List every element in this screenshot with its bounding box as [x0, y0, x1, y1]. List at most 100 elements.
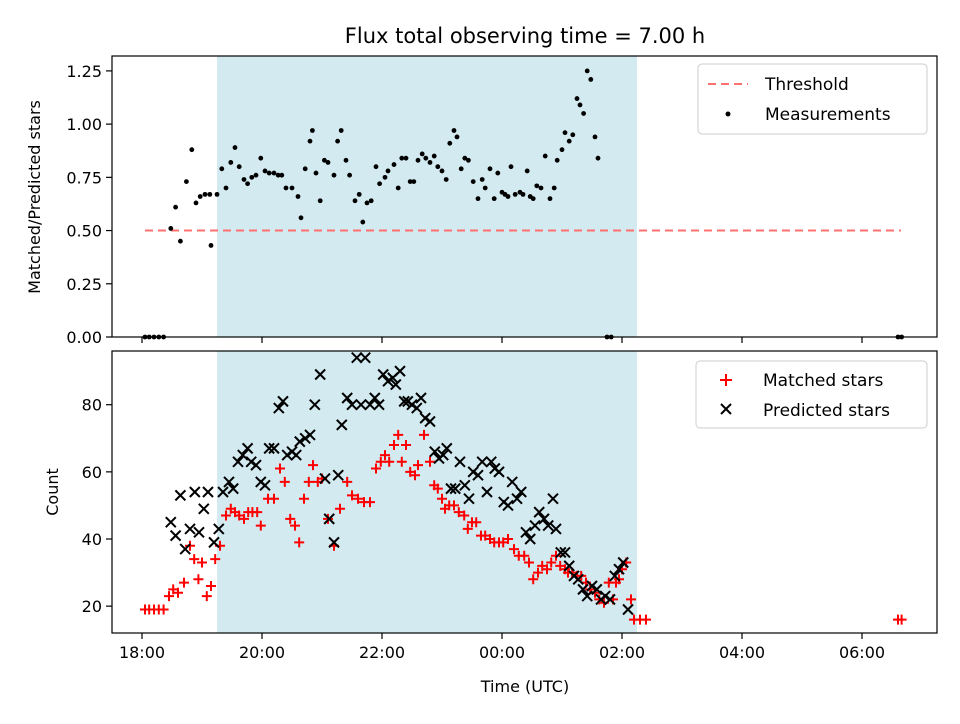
matched-star-point: [533, 567, 543, 578]
top-legend-box: [697, 63, 928, 135]
measurement-point: [524, 168, 530, 174]
measurement-point: [399, 155, 405, 161]
matched-star-point: [285, 513, 296, 524]
predicted-star-point: [165, 516, 177, 528]
predicted-star-point: [369, 392, 381, 404]
predicted-star-point: [382, 375, 394, 387]
predicted-star-point: [294, 435, 306, 448]
predicted-star-point: [268, 442, 280, 455]
predicted-star-point: [213, 523, 225, 535]
measurement-point: [232, 145, 238, 150]
predicted-star-point: [538, 513, 550, 525]
predicted-star-point: [184, 523, 196, 535]
bottom-y-tick-label: 80: [82, 396, 102, 415]
matched-star-point: [210, 554, 221, 565]
predicted-star-point: [323, 513, 335, 525]
measurement-point: [547, 196, 553, 202]
measurement-point: [322, 157, 327, 163]
predicted-star-point: [424, 415, 436, 428]
predicted-star-point: [622, 603, 634, 616]
matched-star-point: [380, 450, 390, 461]
measurement-point: [335, 138, 340, 144]
measurement-point: [487, 166, 493, 172]
predicted-star-point: [223, 476, 235, 488]
measurement-point: [352, 198, 358, 204]
matched-star-point: [384, 456, 395, 467]
predicted-star-point: [202, 486, 214, 498]
predicted-star-point: [441, 442, 453, 455]
measurement-point: [559, 147, 565, 153]
predicted-star-point: [277, 395, 289, 408]
predicted-star-point: [198, 503, 210, 515]
matched-star-point: [542, 564, 552, 575]
predicted-star-point: [572, 573, 584, 585]
predicted-star-point: [511, 493, 523, 505]
matched-star-point: [419, 429, 429, 440]
predicted-star-point: [377, 368, 389, 381]
measurement-point: [382, 174, 388, 180]
measurement-point: [347, 172, 352, 178]
predicted-star-point: [398, 395, 410, 408]
top-marks: [142, 68, 904, 340]
measurement-point: [419, 151, 425, 157]
matched-star-point: [342, 476, 353, 487]
matched-star-point: [393, 429, 404, 440]
predicted-star-point: [332, 469, 344, 481]
measurement-point: [338, 128, 344, 133]
matched-star-point: [252, 507, 263, 518]
predicted-star-point: [217, 486, 229, 498]
matched-star-point: [206, 581, 216, 591]
matched-star-point: [401, 440, 411, 450]
measurement-point: [266, 170, 272, 176]
measurement-point: [407, 179, 413, 184]
top-x-ticks: [141, 337, 863, 343]
matched-star-point: [413, 460, 423, 471]
matched-star-point: [158, 604, 169, 615]
top-plot-frame: [111, 55, 938, 338]
predicted-star-point: [237, 449, 249, 461]
predicted-star-point: [437, 449, 449, 461]
measurement-point: [279, 172, 285, 178]
measurement-point: [249, 174, 255, 180]
matched-star-point: [353, 493, 363, 504]
measurement-point: [538, 185, 544, 191]
measurement-point: [562, 130, 568, 136]
predicted-star-point: [299, 432, 311, 444]
measurement-point: [317, 198, 323, 204]
top-y-tick-label: 0.25: [66, 275, 102, 294]
matched-star-point: [471, 517, 482, 528]
predicted-star-point: [481, 486, 493, 498]
measurement-point: [439, 168, 445, 174]
legend-predicted-swatch: [720, 403, 732, 415]
measurement-point: [566, 138, 572, 144]
measurement-point: [403, 155, 409, 161]
measurement-point: [462, 155, 468, 161]
bottom-y-tick-label: 40: [82, 530, 102, 549]
matched-star-point: [193, 574, 204, 585]
legend-matched-label: Matched stars: [763, 371, 883, 391]
measurement-point: [466, 157, 471, 163]
matched-star-point: [275, 463, 285, 474]
predicted-star-point: [341, 392, 353, 404]
matched-star-point: [173, 587, 183, 598]
bottom-shaded-window: [217, 351, 637, 633]
measurement-point: [475, 196, 481, 202]
predicted-star-point: [613, 563, 625, 575]
predicted-star-point: [550, 523, 562, 535]
matched-star-point: [896, 614, 907, 625]
matched-star-point: [626, 594, 636, 605]
measurement-point: [189, 147, 195, 153]
predicted-star-point: [515, 486, 527, 498]
bottom-y-axis-label: Count: [43, 468, 62, 516]
predicted-star-point: [355, 399, 367, 411]
matched-star-point: [503, 534, 513, 544]
measurement-point: [451, 128, 457, 133]
matched-star-point: [279, 476, 290, 487]
measurement-point: [258, 155, 264, 161]
measurement-point: [360, 219, 366, 225]
measurement-point: [534, 183, 540, 189]
measurement-point: [584, 68, 590, 74]
matched-star-point: [509, 544, 519, 555]
matched-star-point: [524, 557, 534, 568]
